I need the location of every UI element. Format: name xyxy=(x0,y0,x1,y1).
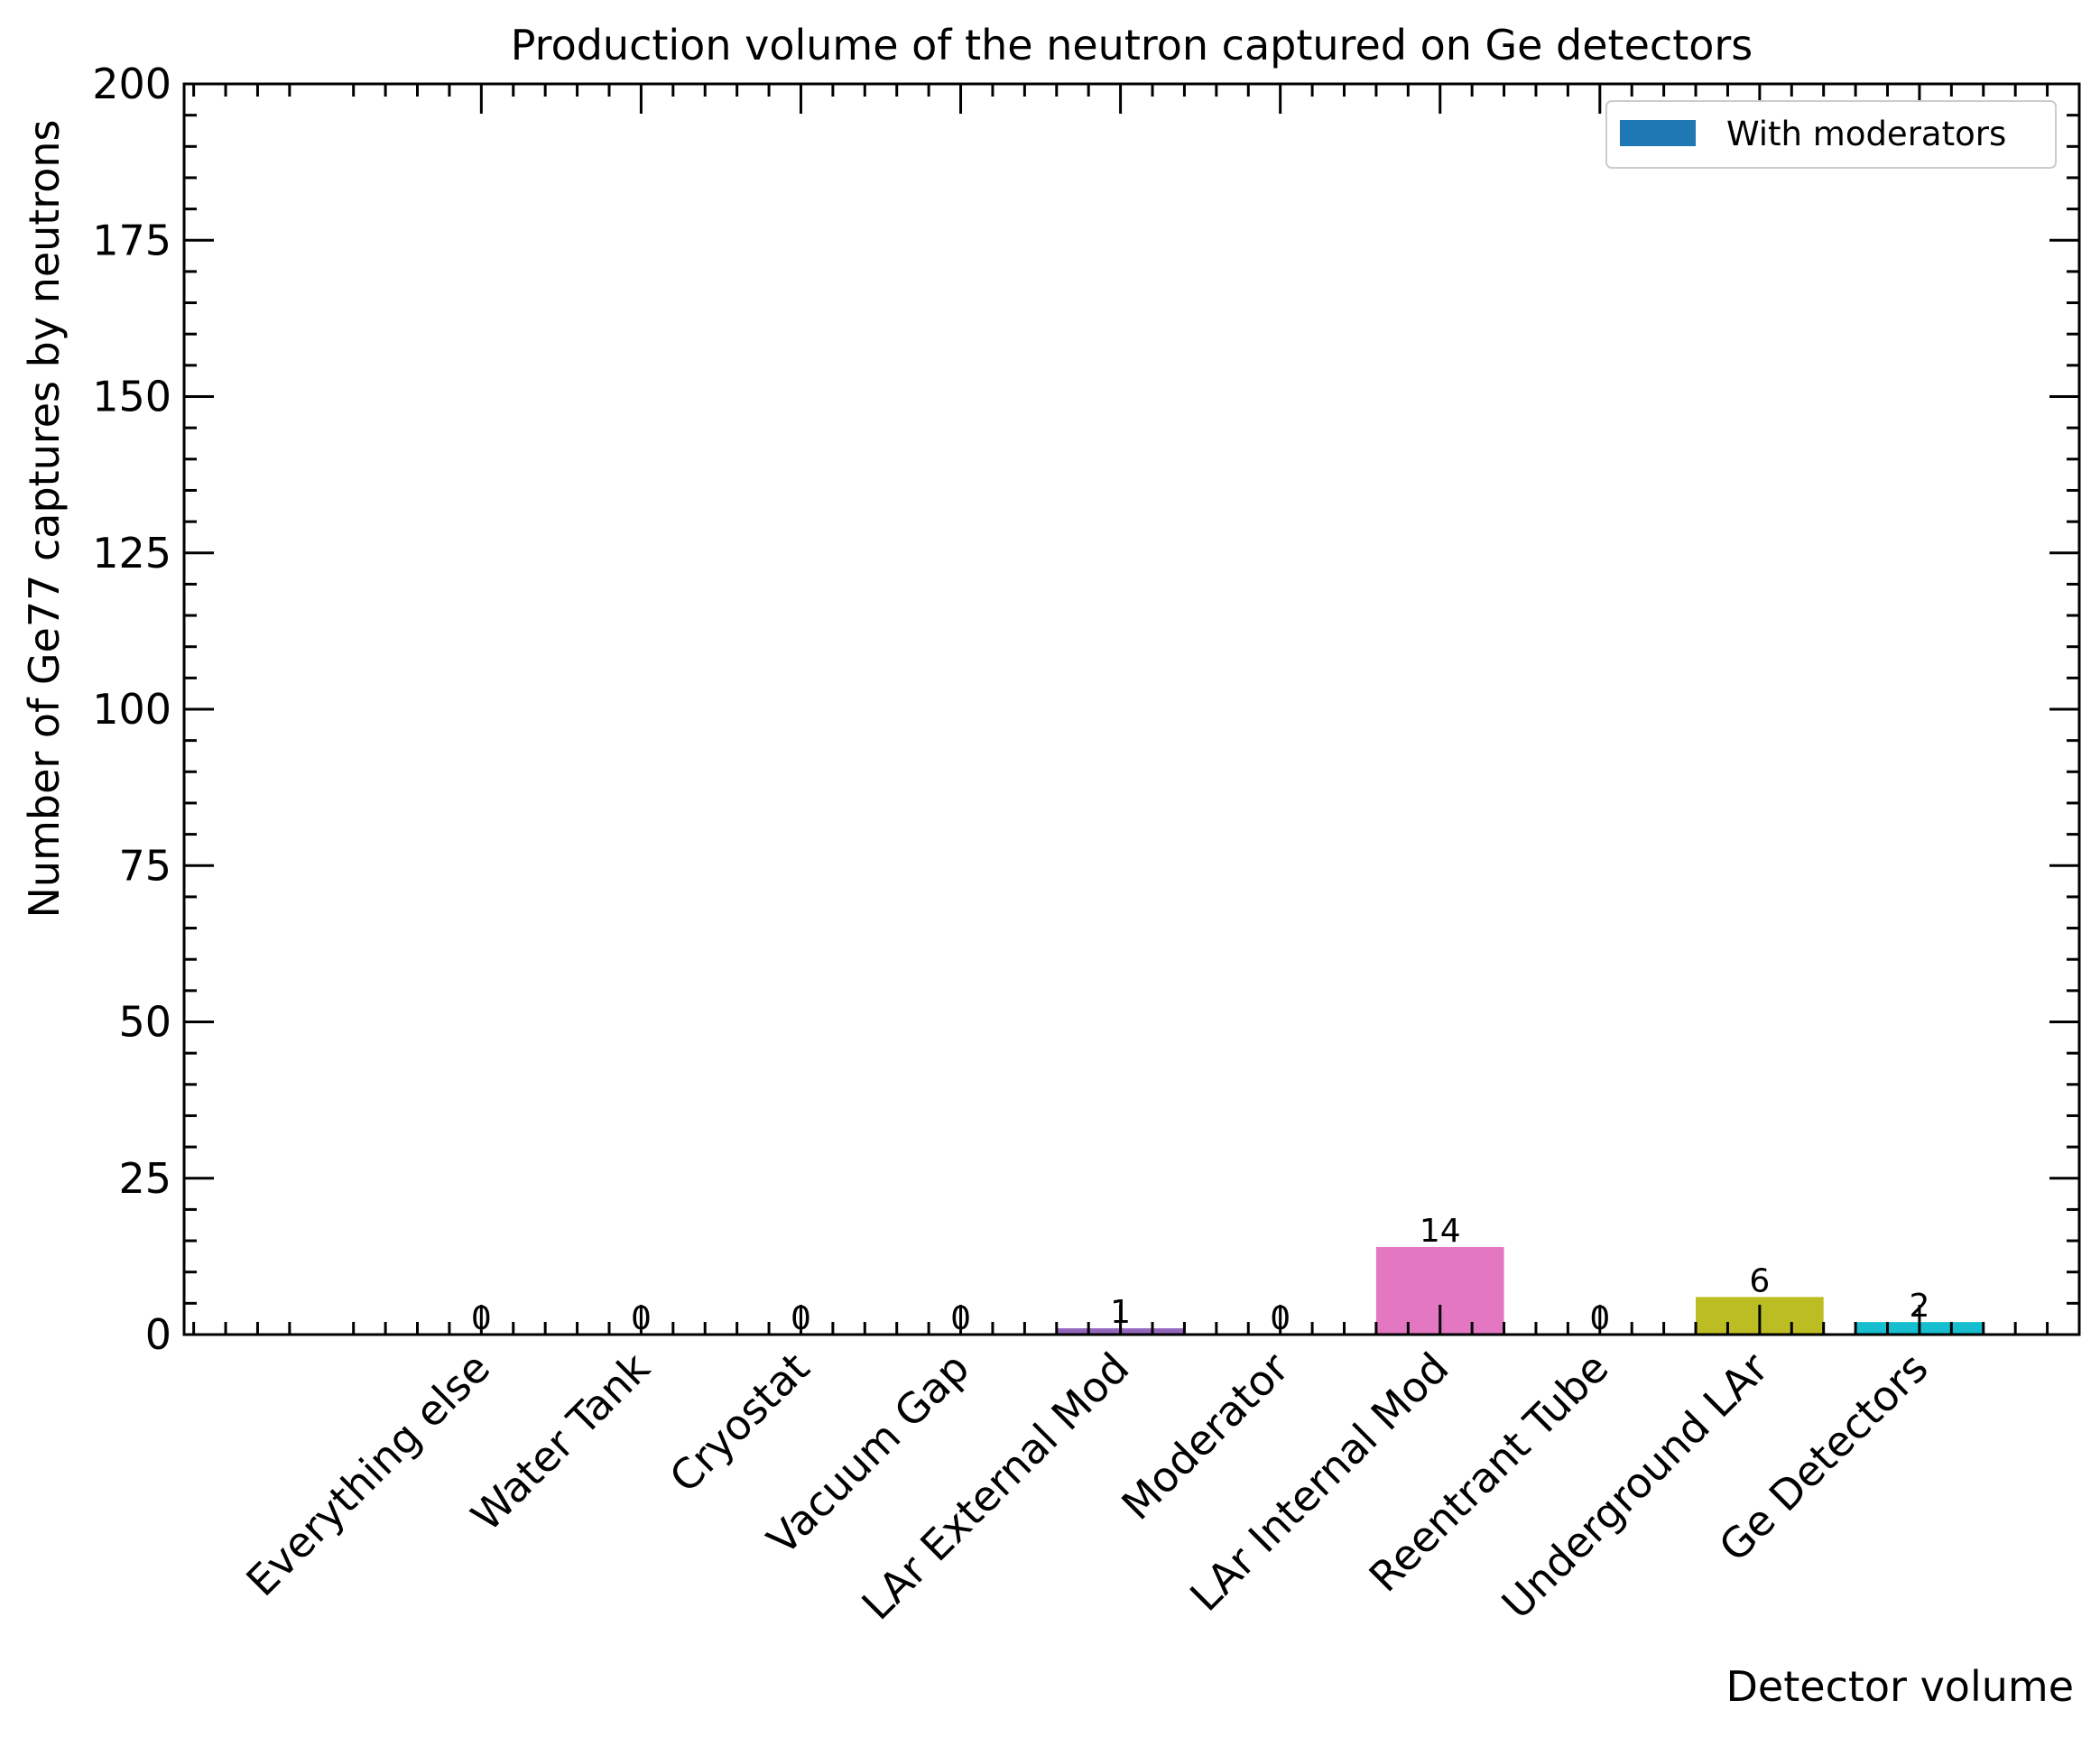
y-tick-label: 25 xyxy=(118,1154,171,1203)
y-tick-label: 175 xyxy=(92,216,171,264)
ticks-layer xyxy=(184,82,2079,1336)
y-tick-label: 150 xyxy=(92,373,171,421)
bar-value-label: 14 xyxy=(1420,1213,1461,1250)
legend-swatch xyxy=(1620,120,1696,146)
y-tick-label: 75 xyxy=(118,841,171,890)
y-tick-label: 125 xyxy=(92,529,171,577)
y-tick-label: 200 xyxy=(92,60,171,108)
x-axis-label: Detector volume xyxy=(1726,1662,2074,1711)
y-tick-label: 0 xyxy=(145,1310,171,1359)
bar-value-label: 6 xyxy=(1749,1262,1770,1299)
y-axis-label: Number of Ge77 captures by neutrons xyxy=(20,120,69,919)
legend: With moderators xyxy=(1605,100,2057,169)
chart-title: Production volume of the neutron capture… xyxy=(511,21,1753,69)
y-tick-label: 100 xyxy=(92,685,171,734)
ytick-labels-layer: 0 25 50 75 100 125 150 175 200 xyxy=(92,60,171,1359)
legend-box xyxy=(1605,100,2057,169)
legend-label: With moderators xyxy=(1726,115,2006,153)
y-tick-label: 50 xyxy=(118,998,171,1047)
